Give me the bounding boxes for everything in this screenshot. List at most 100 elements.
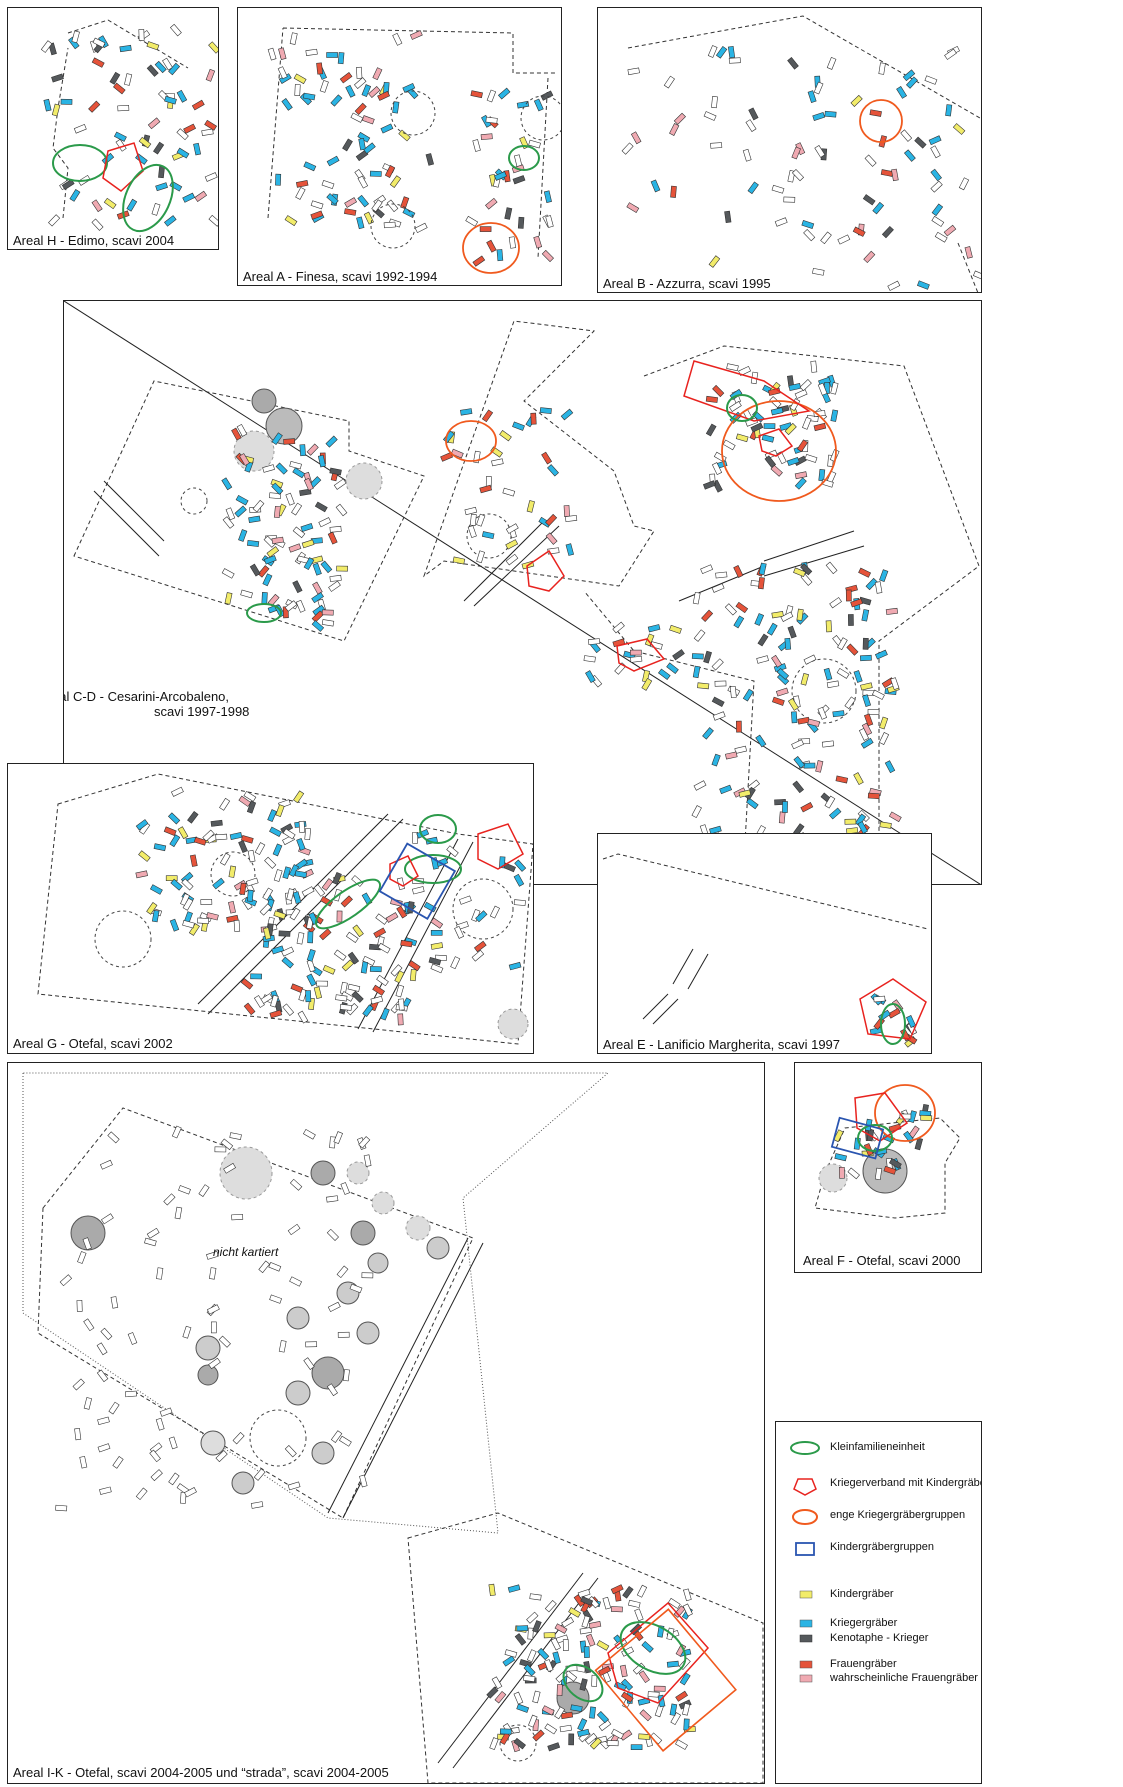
grave-symbol [97, 1416, 110, 1426]
grave-symbol [630, 1744, 643, 1751]
grave-symbol [271, 482, 284, 495]
grave-symbol [356, 216, 365, 230]
grave-symbol [513, 1691, 524, 1705]
grave-symbol [326, 52, 338, 58]
tumulus [195, 1335, 221, 1361]
panel-caption: Areal B - Azzurra, scavi 1995 [603, 276, 771, 291]
grave-symbol [712, 711, 726, 721]
grave-symbol [702, 727, 714, 740]
grave-symbol [178, 1185, 191, 1195]
grave-symbol [356, 66, 363, 79]
grave-symbol [319, 80, 329, 93]
grave-symbol [316, 980, 328, 987]
grave-symbol [184, 1487, 197, 1498]
grave-symbol [874, 581, 883, 594]
grave-symbol [544, 1723, 558, 1735]
family-unit-outline [562, 1663, 604, 1703]
grave-symbol [228, 865, 237, 878]
grave-symbol [183, 123, 197, 134]
panel-caption: Areal C-D - Cesarini-Arcobaleno, [64, 689, 230, 704]
grave-symbol [865, 577, 878, 591]
grave-symbol [193, 836, 207, 846]
grave-symbol [725, 751, 738, 760]
grave-symbol [326, 155, 340, 167]
grave-symbol [311, 592, 324, 604]
grave-symbol [342, 1369, 350, 1382]
grave-symbol [505, 523, 519, 534]
panel-caption: Areal I-K - Otefal, scavi 2004-2005 und … [13, 1765, 389, 1780]
grave-symbol [715, 571, 728, 579]
grave-symbol [867, 709, 880, 715]
grave-symbol [135, 1487, 148, 1501]
grave-symbol [71, 30, 80, 44]
child-group-outline [378, 842, 457, 920]
grave-symbol [380, 1007, 390, 1021]
grave-symbol [784, 637, 792, 650]
grave-symbol [329, 1136, 336, 1149]
grave-symbol [612, 621, 625, 634]
grave-symbol [906, 1015, 916, 1028]
legend-label: Kriegerverband mit Kindergräbern [830, 1477, 982, 1489]
grave-symbol [358, 138, 366, 151]
tumulus [285, 1380, 311, 1406]
grave-symbol [657, 668, 671, 681]
grave-symbol [263, 535, 276, 548]
grave-symbol [464, 506, 478, 516]
grave-symbol [860, 682, 873, 691]
grave-symbol [55, 1504, 68, 1512]
grave-symbol [711, 462, 723, 476]
grave-symbol [545, 215, 554, 228]
grave-symbol [647, 624, 661, 633]
grave-symbol [74, 1428, 82, 1441]
legend-label: Kindergräbergruppen [830, 1541, 934, 1553]
grave-symbol [672, 649, 685, 661]
grave-symbol [263, 927, 272, 940]
grave-symbol [537, 1647, 550, 1661]
family-unit-outline [404, 854, 462, 884]
grave-symbol [499, 1728, 512, 1735]
grave-symbol [830, 409, 839, 422]
grave-symbol [528, 139, 541, 149]
grave-symbol [284, 600, 298, 612]
grave-symbol [269, 492, 282, 499]
grave-symbol [669, 624, 682, 634]
grave-symbol [527, 1627, 534, 1640]
grave-symbol [683, 1588, 692, 1602]
grave-symbol [610, 1584, 624, 1595]
grave-symbol [787, 697, 799, 711]
grave-symbol [606, 1740, 619, 1747]
grave-symbol [275, 173, 282, 186]
grave-symbol [902, 69, 916, 82]
grave-symbol [703, 111, 717, 121]
grave-symbol [299, 444, 306, 457]
grave-symbol [862, 194, 876, 206]
grave-symbol [602, 1596, 612, 1610]
grave-symbol [336, 565, 348, 572]
grave-symbol [361, 115, 375, 125]
grave-symbol [867, 792, 880, 800]
grave-symbol [407, 960, 421, 972]
grave-symbol [577, 1728, 590, 1737]
ditch-line [327, 1237, 469, 1514]
grave-symbol [236, 423, 248, 437]
grave-symbol [257, 565, 270, 578]
grave-symbol [306, 443, 319, 456]
grave-symbol [621, 1646, 635, 1657]
grave-symbol [235, 494, 249, 506]
grave-layer [486, 1583, 696, 1753]
grave-symbol [169, 834, 181, 848]
grave-symbol [887, 1007, 901, 1019]
grave-symbol [533, 98, 544, 112]
grave-symbol [168, 1472, 180, 1486]
grave-symbol [825, 561, 838, 575]
grave-symbol [430, 930, 443, 936]
grave-symbol [763, 423, 776, 430]
grave-symbol [513, 899, 526, 906]
grave-symbol [508, 961, 522, 971]
grave-symbol [205, 68, 216, 82]
grave-symbol [127, 1332, 138, 1345]
grave-symbol [177, 826, 189, 840]
grave-symbol [168, 62, 181, 76]
grave-symbol [508, 236, 516, 249]
grave-symbol [584, 1732, 598, 1745]
